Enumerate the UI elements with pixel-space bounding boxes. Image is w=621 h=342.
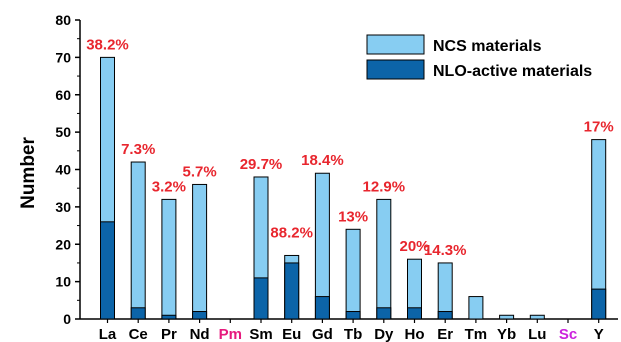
legend-swatch-nlo	[366, 59, 425, 80]
bar-nlo	[192, 311, 208, 320]
x-tick-label: Lu	[528, 326, 546, 342]
percentage-label: 88.2%	[270, 224, 313, 241]
y-tick-label: 70	[55, 49, 71, 65]
percentage-label: 17%	[584, 119, 614, 136]
bar-nlo	[376, 307, 392, 320]
y-tick-label: 20	[55, 236, 71, 252]
x-tick-label: La	[99, 326, 117, 342]
bar-nlo	[345, 311, 361, 320]
bar-ncs	[192, 183, 208, 320]
percentage-label: 5.7%	[182, 163, 216, 180]
percentage-label: 12.9%	[363, 178, 406, 195]
percentage-label: 18.4%	[301, 152, 344, 169]
y-tick-label: 80	[55, 12, 71, 28]
y-tick-label: 50	[55, 124, 71, 140]
bar-ncs	[468, 296, 484, 320]
bar-nlo	[591, 288, 607, 320]
bar-ncs	[130, 161, 146, 320]
y-tick-label: 0	[63, 311, 71, 327]
y-tick-label: 30	[55, 199, 71, 215]
y-tick-label: 60	[55, 87, 71, 103]
x-tick-label: Yb	[497, 326, 516, 342]
x-tick-label: Pr	[161, 326, 177, 342]
bar-ncs	[499, 314, 515, 320]
x-tick-label: Ho	[405, 326, 425, 342]
bar-ncs	[161, 198, 177, 320]
bar-ncs	[376, 198, 392, 320]
y-axis-title: Number	[18, 137, 39, 209]
bar-nlo	[314, 296, 330, 320]
bar-nlo	[100, 221, 115, 320]
x-tick-label: Er	[437, 326, 453, 342]
percentage-label: 14.3%	[424, 242, 467, 259]
y-tick-label: 40	[55, 162, 71, 178]
bar-nlo	[284, 262, 300, 320]
legend-label-ncs: NCS materials	[433, 38, 542, 55]
bar-nlo	[161, 314, 177, 320]
bar-nlo	[437, 311, 453, 320]
bar-nlo	[407, 307, 422, 320]
x-tick-label: Ce	[129, 326, 148, 342]
bars	[100, 56, 607, 320]
x-tick-label: Nd	[190, 326, 210, 342]
percentage-annotations: 38.2% 7.3% 3.2%5.7% 29.7% 88.2% 18.4% 13% 12.9%…	[86, 36, 613, 259]
percentage-label: 3.2%	[152, 178, 186, 195]
bar-nlo	[253, 277, 269, 320]
percentage-label: 7.3%	[121, 141, 155, 158]
legend: NCS materials NLO-active materials	[366, 34, 592, 80]
axes: 0 10 20 30 40 50 60 70 80 La Ce Pr Nd Pm Sm Eu Gd Tb Dy Ho E…	[55, 12, 618, 342]
percentage-label: 13%	[338, 208, 368, 225]
x-tick-label: Tb	[344, 326, 362, 342]
percentage-label: 20%	[399, 238, 429, 255]
y-tick-label: 10	[55, 274, 71, 290]
x-tick-label: Sm	[249, 326, 272, 342]
bar-ncs	[437, 262, 453, 320]
legend-swatch-ncs	[366, 34, 425, 55]
bar-nlo	[130, 307, 146, 320]
x-tick-label: Gd	[312, 326, 333, 342]
x-tick-label: Pm	[219, 326, 242, 342]
x-tick-label: Eu	[282, 326, 301, 342]
x-tick-label: Tm	[465, 326, 488, 342]
percentage-label: 29.7%	[240, 156, 283, 173]
x-tick-label: Sc	[559, 326, 577, 342]
x-tick-label: Dy	[374, 326, 394, 342]
bar-ncs	[345, 228, 361, 320]
legend-label-nlo: NLO-active materials	[433, 63, 592, 80]
bar-ncs	[529, 314, 545, 320]
percentage-label: 38.2%	[86, 36, 129, 53]
x-tick-label: Y	[594, 326, 604, 342]
